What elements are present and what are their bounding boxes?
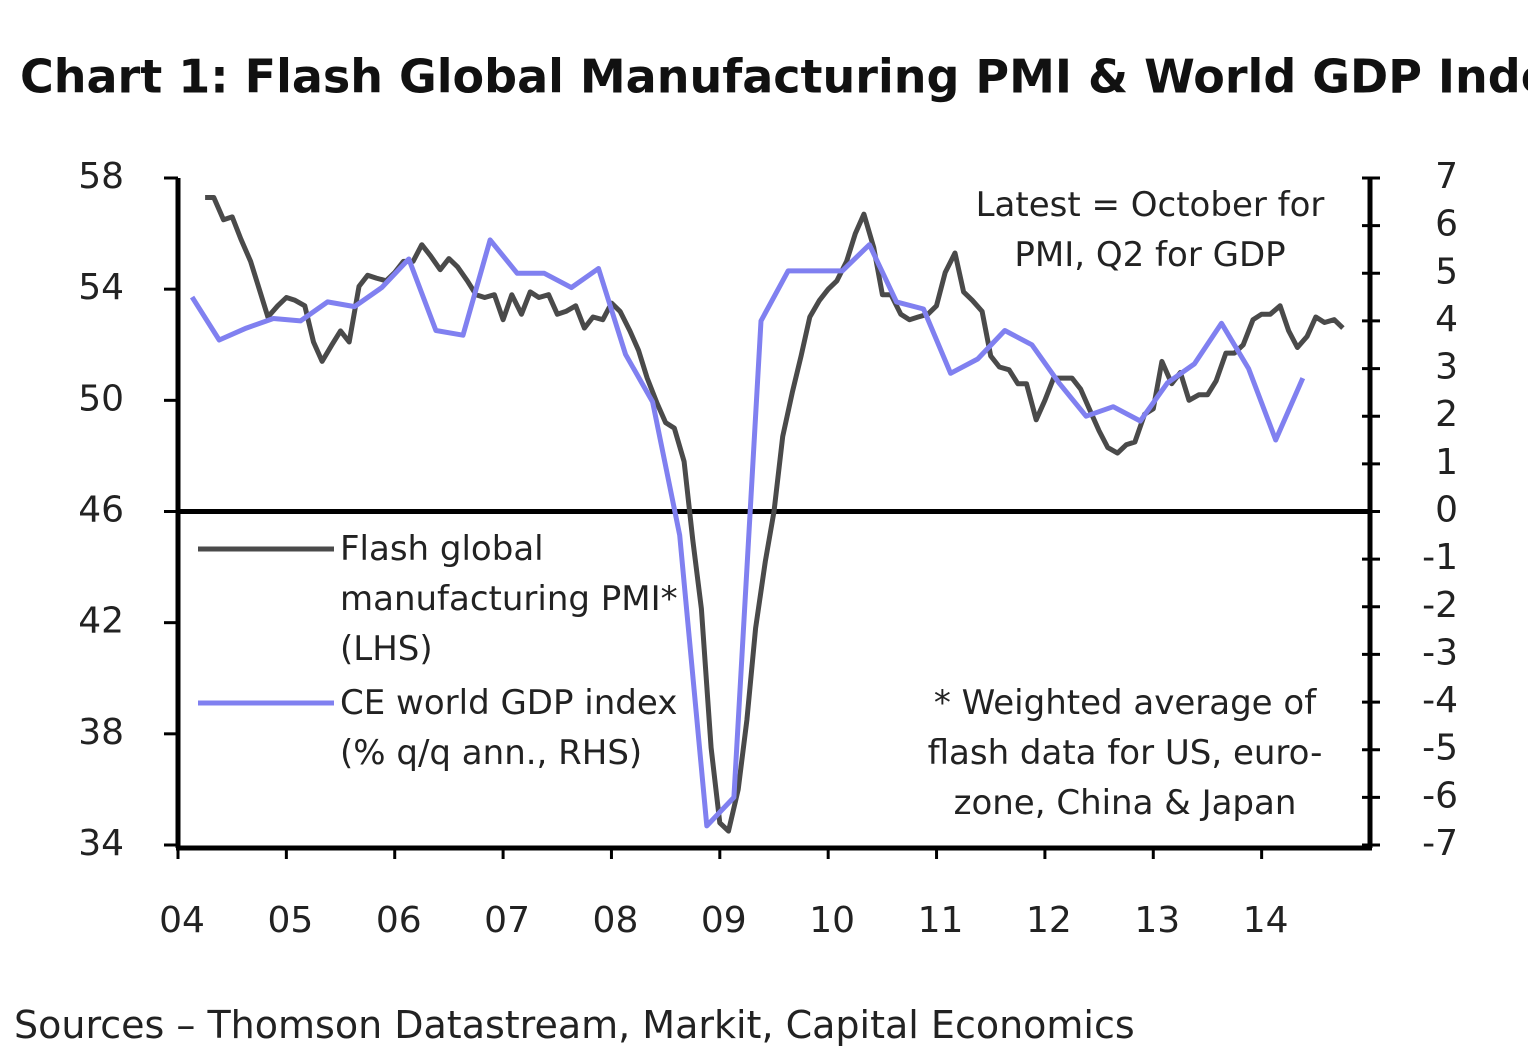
y-tick-label: 50 xyxy=(78,378,124,419)
y-tick-label: 42 xyxy=(78,601,124,642)
y-tick-label: 54 xyxy=(78,267,124,308)
annotation: * Weighted average of flash data for US,… xyxy=(927,683,1323,823)
y-tick-label: 58 xyxy=(78,156,124,197)
x-tick-label: 14 xyxy=(1243,900,1289,941)
series-line xyxy=(189,237,1306,829)
y2-tick-label: 3 xyxy=(1435,347,1458,388)
x-tick-label: 11 xyxy=(918,900,964,941)
chart-title: Chart 1: Flash Global Manufacturing PMI … xyxy=(20,50,1528,104)
y2-tick-label: -1 xyxy=(1422,537,1458,578)
x-tick-label: 10 xyxy=(809,900,855,941)
y2-tick-label: -4 xyxy=(1422,680,1458,721)
y2-tick-label: 6 xyxy=(1435,204,1458,245)
x-tick-label: 05 xyxy=(267,900,313,941)
legend-label: Flash global manufacturing PMI* (LHS) xyxy=(340,529,678,669)
source-note: Sources – Thomson Datastream, Markit, Ca… xyxy=(14,1003,1135,1047)
x-tick-label: 07 xyxy=(484,900,530,941)
y2-tick-label: 5 xyxy=(1435,251,1458,292)
x-tick-label: 08 xyxy=(593,900,639,941)
x-tick-label: 13 xyxy=(1134,900,1180,941)
y2-tick-label: -5 xyxy=(1422,728,1458,769)
y2-tick-label: 2 xyxy=(1435,394,1458,435)
y2-tick-label: 1 xyxy=(1435,442,1458,483)
x-tick-label: 09 xyxy=(701,900,747,941)
annotation: Latest = October for PMI, Q2 for GDP xyxy=(975,185,1325,275)
legend-label: CE world GDP index (% q/q ann., RHS) xyxy=(340,683,678,773)
y2-tick-label: 0 xyxy=(1435,490,1458,531)
y2-tick-label: -7 xyxy=(1422,823,1458,864)
y2-tick-label: 4 xyxy=(1435,299,1458,340)
y2-tick-label: -6 xyxy=(1422,775,1458,816)
y-tick-label: 34 xyxy=(78,823,124,864)
x-tick-label: 04 xyxy=(159,900,205,941)
y-tick-label: 46 xyxy=(78,490,124,531)
y2-tick-label: 7 xyxy=(1435,156,1458,197)
x-tick-label: 06 xyxy=(376,900,422,941)
x-tick-label: 12 xyxy=(1026,900,1072,941)
y2-tick-label: -3 xyxy=(1422,632,1458,673)
y-tick-label: 38 xyxy=(78,712,124,753)
y2-tick-label: -2 xyxy=(1422,585,1458,626)
